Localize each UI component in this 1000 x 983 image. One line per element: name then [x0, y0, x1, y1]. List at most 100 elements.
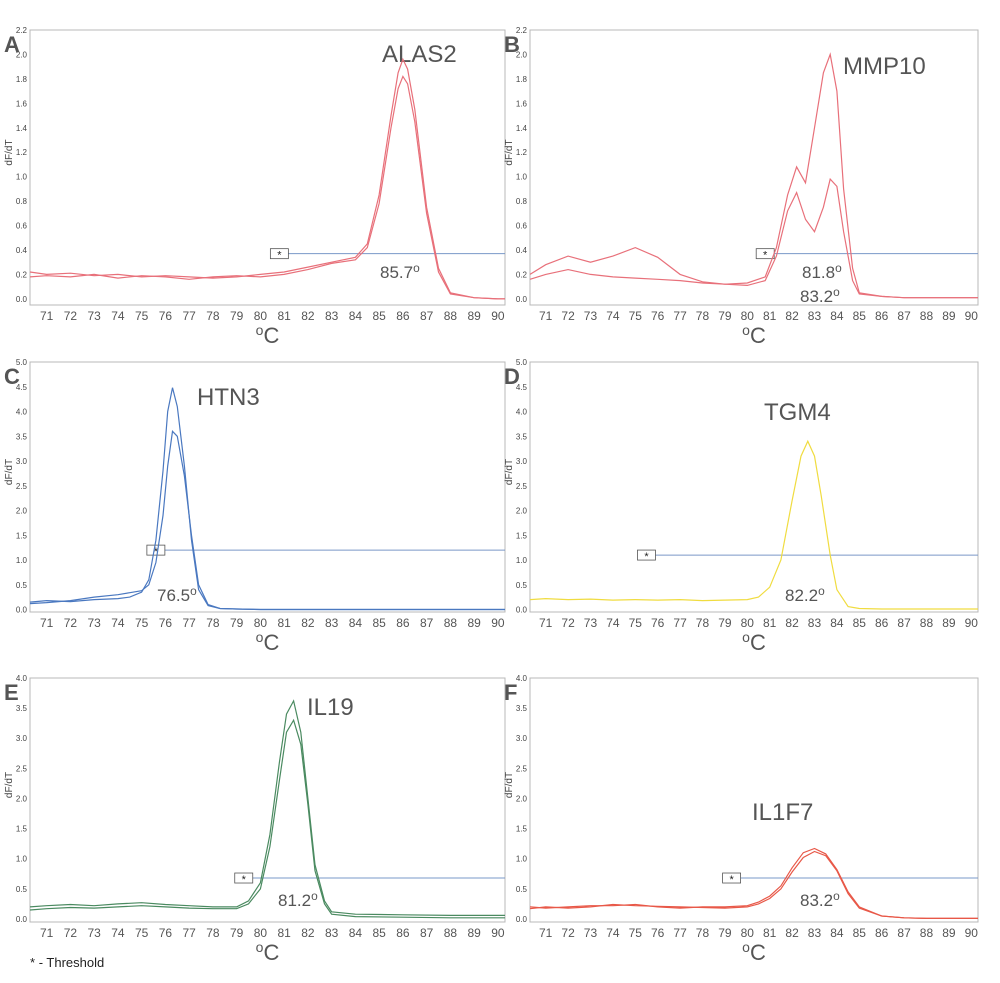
x-tick-label: 90: [965, 309, 979, 323]
x-tick-label: 88: [920, 309, 934, 323]
y-tick-label: 1.0: [16, 556, 28, 565]
x-tick-label: 85: [853, 926, 867, 940]
x-tick-label: 78: [696, 309, 710, 323]
x-axis-label: oC: [742, 939, 766, 965]
melt-curve-series-1: [529, 439, 978, 610]
y-tick-label: 3.5: [516, 704, 528, 713]
tm-annotation: 85.7o: [380, 261, 420, 282]
x-tick-label: 74: [111, 926, 125, 940]
x-tick-label: 87: [420, 309, 434, 323]
x-tick-label: 74: [606, 616, 620, 630]
y-tick-label: 2.5: [516, 764, 528, 773]
y-tick-label: 0.2: [16, 270, 28, 279]
panel-letter: A: [4, 32, 20, 57]
x-axis-label: oC: [256, 939, 280, 965]
x-tick-label: 89: [942, 926, 956, 940]
plot-area: [29, 677, 506, 923]
x-tick-label: 83: [808, 926, 822, 940]
x-tick-label: 72: [561, 616, 575, 630]
threshold-marker-star: *: [644, 551, 649, 563]
x-tick-label: 84: [349, 309, 363, 323]
threshold-marker: [146, 544, 166, 556]
y-tick-label: 1.0: [516, 556, 528, 565]
threshold-marker: [637, 549, 656, 561]
threshold-marker-star: *: [242, 874, 247, 886]
x-tick-label: 83: [325, 926, 339, 940]
y-tick-label: 0.0: [16, 295, 28, 304]
x-tick-label: 77: [673, 926, 687, 940]
melt-curve-series-2: [29, 429, 505, 611]
y-tick-label: 0.6: [16, 222, 28, 231]
x-axis-label: oC: [742, 629, 766, 655]
y-tick-label: 0.0: [516, 915, 528, 924]
y-tick-label: 1.0: [16, 855, 28, 864]
chart-panel-d: 0.0 0.5 1.0 1.5 2.0 2.5 3.0 3.5 4.0 4.5 5.0 71 72 73 7…: [504, 358, 979, 655]
x-tick-label: 84: [830, 616, 844, 630]
x-tick-label: 83: [808, 309, 822, 323]
threshold-marker-star: *: [277, 250, 282, 262]
y-tick-label: 0.8: [16, 197, 28, 206]
melt-curve-series-2: [29, 75, 505, 300]
x-tick-label: 77: [673, 309, 687, 323]
x-tick-label: 73: [584, 616, 598, 630]
x-tick-label: 76: [159, 926, 173, 940]
y-tick-label: 1.5: [16, 531, 28, 540]
gene-name: HTN3: [197, 384, 260, 411]
x-tick-label: 86: [875, 309, 889, 323]
panel-letter: B: [504, 32, 520, 57]
x-tick-label: 74: [606, 309, 620, 323]
x-tick-label: 73: [87, 926, 101, 940]
y-tick-label: 5.0: [16, 358, 28, 367]
x-tick-label: 86: [875, 926, 889, 940]
x-axis-label: oC: [256, 629, 280, 655]
x-tick-label: 73: [87, 616, 101, 630]
x-tick-label: 82: [785, 926, 799, 940]
x-tick-label: 89: [467, 926, 481, 940]
x-tick-label: 87: [420, 616, 434, 630]
plot-area: [529, 29, 979, 306]
y-tick-label: 4.5: [16, 383, 28, 392]
x-tick-label: 78: [206, 309, 220, 323]
x-tick-label: 75: [629, 309, 643, 323]
threshold-marker-star: *: [763, 250, 768, 262]
x-tick-label: 81: [277, 309, 291, 323]
y-axis-label: dF/dT: [504, 459, 515, 485]
x-tick-label: 90: [491, 309, 505, 323]
x-tick-label: 87: [897, 309, 911, 323]
panel-letter: F: [504, 680, 517, 705]
gene-name: IL19: [307, 694, 354, 721]
y-tick-label: 2.5: [16, 764, 28, 773]
y-tick-label: 0.6: [516, 222, 528, 231]
gene-name: MMP10: [843, 53, 926, 80]
y-axis-label: dF/dT: [4, 139, 15, 165]
y-tick-label: 1.8: [516, 75, 528, 84]
y-tick-label: 1.0: [516, 173, 528, 182]
x-tick-label: 80: [254, 616, 268, 630]
x-tick-label: 85: [372, 926, 386, 940]
plot-area: [529, 361, 979, 613]
y-tick-label: 3.5: [16, 432, 28, 441]
x-tick-label: 81: [763, 616, 777, 630]
y-tick-label: 3.0: [16, 734, 28, 743]
x-tick-label: 82: [301, 926, 315, 940]
y-tick-label: 1.2: [516, 148, 528, 157]
x-tick-label: 78: [696, 926, 710, 940]
panel-letter: D: [504, 364, 520, 389]
plot-area: [29, 361, 506, 613]
x-tick-label: 87: [897, 616, 911, 630]
melt-curve-series-2: [29, 718, 505, 919]
x-tick-label: 78: [696, 616, 710, 630]
y-tick-label: 2.0: [516, 507, 528, 516]
x-tick-label: 79: [718, 309, 732, 323]
x-tick-label: 83: [808, 616, 822, 630]
x-tick-label: 79: [718, 616, 732, 630]
y-tick-label: 0.0: [516, 295, 528, 304]
x-tick-label: 83: [325, 309, 339, 323]
x-tick-label: 87: [420, 926, 434, 940]
y-tick-label: 3.0: [516, 734, 528, 743]
y-tick-label: 3.0: [516, 457, 528, 466]
x-tick-label: 77: [182, 616, 196, 630]
chart-panel-f: 0.0 0.5 1.0 1.5 2.0 2.5 3.0 3.5 4.0 71 72 73 74 75 76 7…: [504, 674, 979, 965]
panel-letter: C: [4, 364, 20, 389]
x-tick-label: 85: [853, 309, 867, 323]
